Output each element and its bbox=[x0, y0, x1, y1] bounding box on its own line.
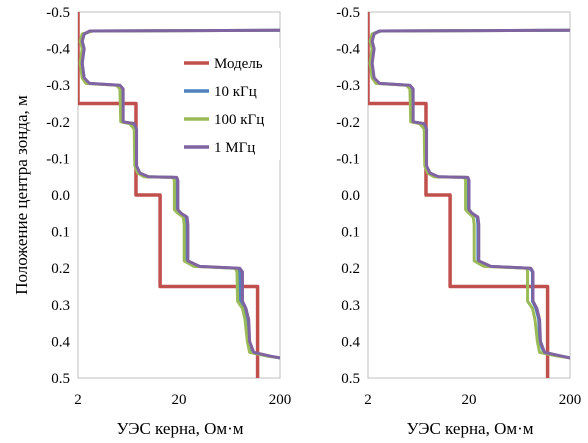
x-tick-label: 200 bbox=[559, 392, 582, 408]
y-tick-label: 0.3 bbox=[341, 298, 360, 314]
y-tick-label: -0.2 bbox=[46, 115, 70, 131]
x-tick-label: 2 bbox=[74, 392, 82, 408]
y-tick-label: 0.5 bbox=[51, 371, 70, 387]
y-tick-label: 0.2 bbox=[341, 261, 360, 277]
y-tick-label: -0.4 bbox=[46, 42, 70, 58]
y-tick-label: -0.1 bbox=[336, 151, 360, 167]
y-tick-label: -0.1 bbox=[46, 151, 70, 167]
y-tick-label: 0.0 bbox=[51, 188, 70, 204]
x-axis-label-right: УЭС керна, Ом·м bbox=[406, 419, 533, 438]
y-tick-label: 0.5 bbox=[341, 371, 360, 387]
y-tick-label: -0.5 bbox=[336, 5, 360, 21]
y-tick-label: 0.4 bbox=[341, 334, 360, 350]
plot-area-frame bbox=[367, 11, 571, 379]
y-tick-label: -0.2 bbox=[336, 115, 360, 131]
plot-area-frame bbox=[77, 11, 281, 379]
y-tick-label: 0.1 bbox=[341, 225, 360, 241]
y-tick-label: -0.4 bbox=[336, 42, 360, 58]
x-axis-label-left: УЭС керна, Ом·м bbox=[116, 419, 243, 438]
y-tick-label: 0.0 bbox=[341, 188, 360, 204]
y-tick-label: 0.2 bbox=[51, 261, 70, 277]
legend: Модель 10 кГц 100 кГц 1 МГц bbox=[178, 48, 280, 160]
chart-panel-left: -0.5 -0.4 -0.3 -0.2 -0.1 0.0 0.1 0.2 0.3 0.4 0.52 2… bbox=[46, 5, 291, 408]
legend-background bbox=[178, 48, 280, 160]
y-tick-label: 0.1 bbox=[51, 225, 70, 241]
y-tick-label: -0.3 bbox=[336, 78, 360, 94]
x-tick-label: 20 bbox=[462, 392, 477, 408]
legend-entry-label: 100 кГц bbox=[214, 112, 264, 128]
x-tick-label: 20 bbox=[172, 392, 187, 408]
y-tick-label: -0.5 bbox=[46, 5, 70, 21]
y-tick-label: -0.3 bbox=[46, 78, 70, 94]
legend-entry-label: 1 МГц bbox=[214, 140, 255, 156]
y-axis-label: Положение центра зонда, м bbox=[12, 95, 31, 295]
legend-entry-label: Модель bbox=[214, 56, 263, 72]
x-tick-label: 2 bbox=[364, 392, 372, 408]
chart-panel-right: -0.5 -0.4 -0.3 -0.2 -0.1 0.0 0.1 0.2 0.3 0.4 0.52 2… bbox=[336, 5, 581, 408]
series-line-4 bbox=[370, 28, 570, 360]
series-line-1 bbox=[368, 12, 550, 378]
legend-entry-label: 10 кГц bbox=[214, 84, 257, 100]
x-tick-label: 200 bbox=[269, 392, 292, 408]
y-tick-label: 0.4 bbox=[51, 334, 70, 350]
series-line-4 bbox=[80, 28, 280, 360]
y-tick-label: 0.3 bbox=[51, 298, 70, 314]
